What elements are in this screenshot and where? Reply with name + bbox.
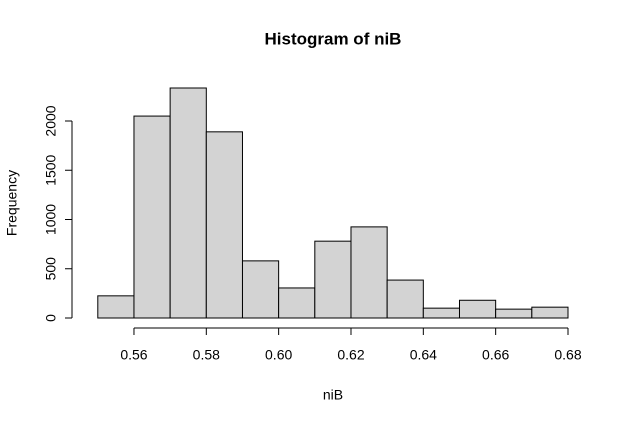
bar [278,287,316,319]
y-tick-label: 2000 [43,105,59,136]
bar [458,299,497,319]
x-tick-label: 0.56 [120,347,147,363]
bar [97,295,135,319]
x-tick-label: 0.62 [337,347,364,363]
x-tick-label: 0.68 [554,347,581,363]
bar [133,115,171,319]
bar [205,131,243,319]
bar [314,240,352,319]
x-tick-label: 0.58 [193,347,220,363]
x-tick-label: 0.64 [410,347,437,363]
y-tick-label: 0 [43,314,59,322]
bar [531,306,569,319]
bar [386,279,424,319]
bar [495,308,533,319]
x-tick-label: 0.60 [265,347,292,363]
bar [169,87,207,319]
x-tick-label: 0.66 [482,347,509,363]
x-axis-label: niB [323,387,343,403]
y-tick-label: 1000 [43,204,59,235]
bar [422,307,460,319]
y-tick-label: 1500 [43,154,59,185]
chart-title: Histogram of niB [265,29,402,48]
y-tick-label: 500 [43,257,59,281]
bar [350,226,388,319]
bar [241,260,280,319]
y-axis-label: Frequency [4,170,20,236]
